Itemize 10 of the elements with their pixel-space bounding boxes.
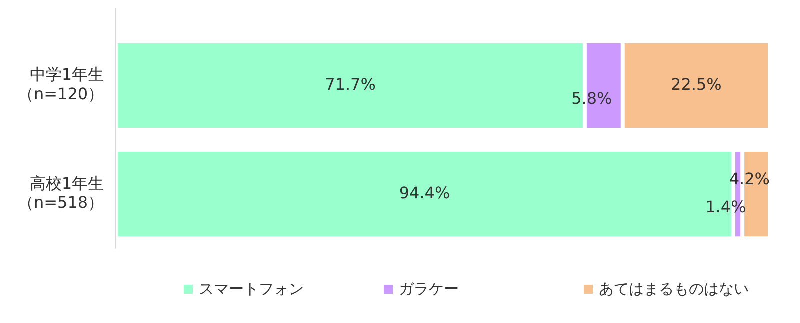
y-tick-label: 中学1年生（n=120） <box>18 65 104 104</box>
legend-label: ガラケー <box>399 280 459 299</box>
data-label: 5.8% <box>572 88 612 108</box>
y-tick-label: 高校1年生（n=518） <box>18 174 104 212</box>
data-label: 1.4% <box>706 198 746 217</box>
data-label: 94.4% <box>399 184 450 203</box>
legend-label: スマートフォン <box>199 280 304 299</box>
data-label: 22.5% <box>671 74 722 94</box>
data-label: 71.7% <box>325 74 376 94</box>
legend-label: あてはまるものはない <box>599 280 749 299</box>
